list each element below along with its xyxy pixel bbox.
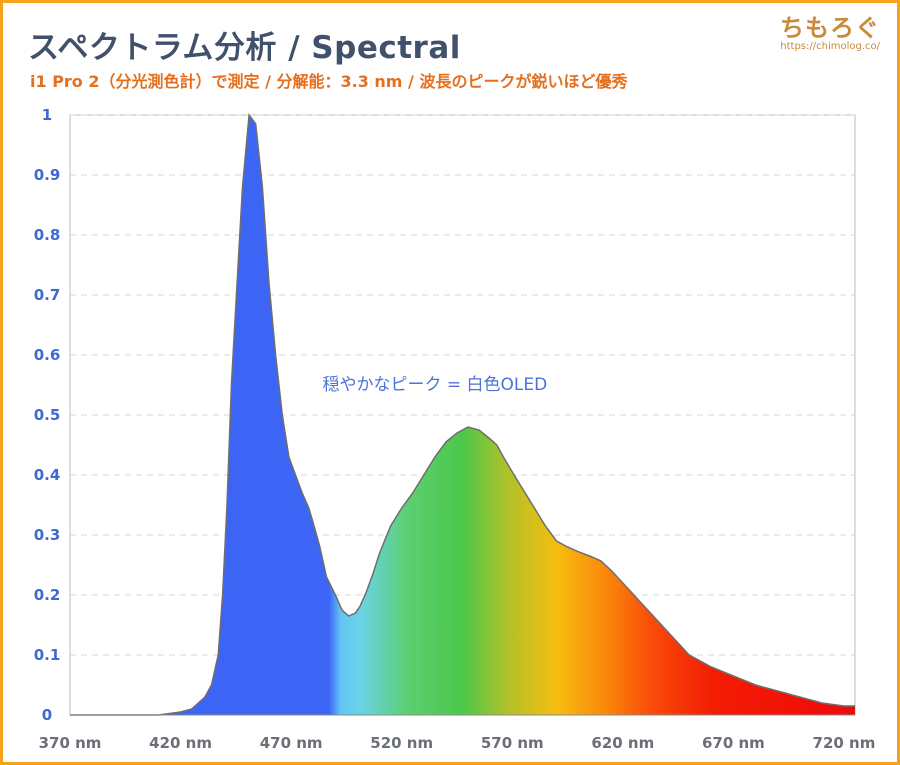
y-tick-label: 0: [42, 706, 52, 724]
spectrum-outline: [70, 112, 855, 716]
x-tick-label: 620 nm: [591, 734, 654, 752]
spectrum-area: [70, 115, 855, 715]
x-tick-label: 570 nm: [481, 734, 544, 752]
grid-lines: [70, 114, 855, 656]
brand-logo: ちもろぐ https://chimolog.co/: [780, 8, 880, 52]
y-tick-label: 0.8: [34, 226, 61, 244]
y-tick-label: 0.2: [34, 586, 61, 604]
y-tick-label: 1: [42, 106, 52, 124]
y-tick-label: 0.7: [34, 286, 61, 304]
brand-url: https://chimolog.co/: [780, 41, 880, 52]
y-tick-label: 0.5: [34, 406, 61, 424]
x-tick-label: 420 nm: [149, 734, 212, 752]
x-tick-label: 470 nm: [260, 734, 323, 752]
y-tick-label: 0.4: [34, 466, 61, 484]
x-tick-label: 670 nm: [702, 734, 765, 752]
page-subtitle: i1 Pro 2（分光測色計）で測定 / 分解能：3.3 nm / 波長のピーク…: [30, 72, 628, 91]
x-tick-label: 720 nm: [813, 734, 876, 752]
y-tick-label: 0.1: [34, 646, 61, 664]
x-tick-label: 370 nm: [39, 734, 102, 752]
y-tick-label: 0.3: [34, 526, 61, 544]
brand-name: ちもろぐ: [780, 14, 880, 42]
y-tick-label: 0.6: [34, 346, 61, 364]
y-tick-label: 0.9: [34, 166, 61, 184]
page-title: スペクトラム分析 / Spectral: [28, 30, 461, 66]
x-axis: 370 nm 420 nm 470 nm 520 nm 570 nm 620 nm 670 …: [39, 734, 876, 752]
y-axis: 0 0.1 0.2 0.3 0.4 0.5 0.6 0.7 0.8 0.9 1: [34, 106, 61, 724]
peak-annotation: 穏やかなピーク = 白色OLED: [322, 375, 547, 395]
x-tick-label: 520 nm: [370, 734, 433, 752]
